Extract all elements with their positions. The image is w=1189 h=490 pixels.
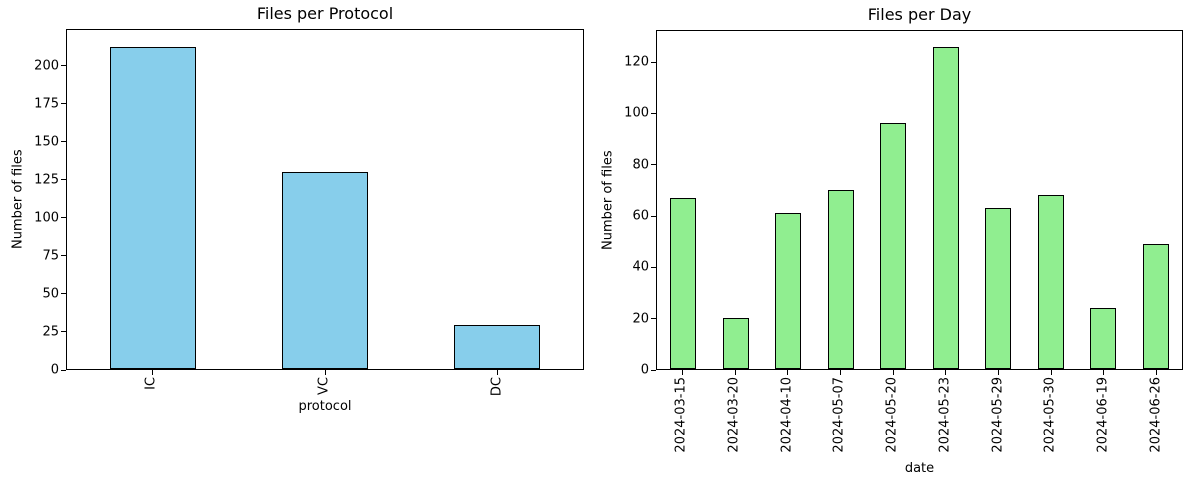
x-tick-label: 2024-03-15 <box>673 377 689 453</box>
y-axis-label: Number of files <box>10 149 26 250</box>
y-tick-label: 50 <box>42 286 59 302</box>
y-tick-label: 80 <box>632 157 649 173</box>
y-tick-mark <box>61 369 66 371</box>
y-tick-label: 75 <box>42 248 59 264</box>
chart-title: Files per Day <box>867 5 972 24</box>
bar-2024-05-23 <box>932 46 959 369</box>
x-tick-mark <box>839 370 841 375</box>
y-tick-label: 100 <box>34 210 59 226</box>
y-tick-mark <box>651 112 656 114</box>
bar-2024-03-15 <box>670 197 697 369</box>
x-tick-mark <box>681 370 683 375</box>
x-tick-label: 2024-06-26 <box>1148 377 1164 453</box>
x-tick-label: IC <box>143 377 159 390</box>
x-tick-mark <box>497 370 499 375</box>
x-tick-label: 2024-05-29 <box>990 377 1006 453</box>
bar-VC <box>282 171 368 369</box>
x-tick-mark <box>998 370 1000 375</box>
y-tick-label: 40 <box>632 259 649 275</box>
y-tick-mark <box>61 179 66 181</box>
y-tick-label: 150 <box>34 134 59 150</box>
y-tick-mark <box>61 293 66 295</box>
y-tick-label: 25 <box>42 324 59 340</box>
x-tick-mark <box>1103 370 1105 375</box>
bar-2024-04-10 <box>775 212 802 369</box>
x-tick-label: DC <box>489 377 505 397</box>
chart-title: Files per Protocol <box>256 4 394 23</box>
y-tick-mark <box>651 369 656 371</box>
x-tick-label: 2024-03-20 <box>726 377 742 453</box>
x-tick-label: 2024-06-19 <box>1095 377 1111 453</box>
y-axis-label: Number of files <box>600 150 616 250</box>
y-tick-label: 20 <box>632 311 649 327</box>
y-tick-mark <box>651 266 656 268</box>
bar-IC <box>110 47 196 369</box>
y-tick-mark <box>61 217 66 219</box>
x-tick-label: 2024-04-10 <box>779 377 795 453</box>
x-tick-label: 2024-05-23 <box>937 377 953 453</box>
x-axis-label: protocol <box>298 399 352 414</box>
x-tick-mark <box>945 370 947 375</box>
y-tick-mark <box>61 255 66 257</box>
y-tick-mark <box>651 318 656 320</box>
bar-2024-05-07 <box>827 189 854 369</box>
plot-area <box>656 30 1183 370</box>
y-tick-mark <box>61 103 66 105</box>
y-tick-mark <box>651 164 656 166</box>
bar-2024-06-19 <box>1090 307 1117 369</box>
bar-2024-06-26 <box>1142 243 1169 369</box>
x-tick-mark <box>324 370 326 375</box>
x-tick-mark <box>151 370 153 375</box>
y-tick-mark <box>61 331 66 333</box>
plot-area <box>66 29 584 370</box>
x-tick-mark <box>1050 370 1052 375</box>
x-tick-label: 2024-05-07 <box>831 377 847 453</box>
x-tick-label: 2024-05-30 <box>1042 377 1058 453</box>
bar-DC <box>454 324 540 369</box>
y-tick-label: 125 <box>34 172 59 188</box>
x-tick-mark <box>734 370 736 375</box>
x-tick-label: 2024-05-20 <box>884 377 900 453</box>
x-tick-mark <box>1156 370 1158 375</box>
y-tick-label: 200 <box>34 58 59 74</box>
y-tick-label: 60 <box>632 208 649 224</box>
y-tick-label: 120 <box>624 54 649 70</box>
bar-2024-05-29 <box>985 207 1012 369</box>
bar-2024-05-30 <box>1037 195 1064 369</box>
bar-2024-03-20 <box>722 317 749 369</box>
y-tick-label: 0 <box>640 362 649 378</box>
x-tick-mark <box>892 370 894 375</box>
y-tick-label: 100 <box>624 105 649 121</box>
y-tick-label: 0 <box>50 362 59 378</box>
y-tick-mark <box>651 61 656 63</box>
y-tick-mark <box>61 141 66 143</box>
x-tick-mark <box>787 370 789 375</box>
x-axis-label: date <box>904 461 935 476</box>
bar-2024-05-20 <box>880 123 907 369</box>
x-tick-label: VC <box>316 377 332 395</box>
y-tick-mark <box>651 215 656 217</box>
y-tick-mark <box>61 65 66 67</box>
y-tick-label: 175 <box>34 96 59 112</box>
